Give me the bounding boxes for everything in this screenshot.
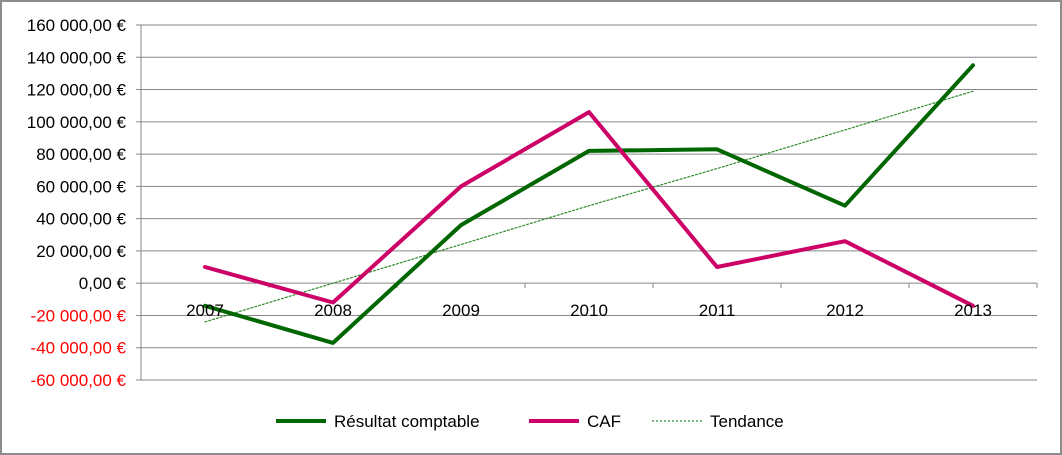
y-tick-label: 160 000,00 € (27, 16, 127, 35)
y-tick-label: 120 000,00 € (27, 81, 127, 100)
series-line-tendance (204, 90, 974, 323)
legend-item: Tendance (652, 412, 784, 431)
legend-item: Résultat comptable (276, 412, 480, 431)
y-tick-label: 0,00 € (79, 274, 127, 293)
y-tick-label: 80 000,00 € (36, 145, 126, 164)
legend-item: CAF (529, 412, 621, 431)
series-line-resultat-comptable (203, 63, 975, 345)
x-tick-label: 2009 (442, 301, 480, 320)
y-tick-label: -40 000,00 € (31, 339, 127, 358)
legend-label: Résultat comptable (334, 412, 480, 431)
x-tick-label: 2008 (314, 301, 352, 320)
x-tick-label: 2007 (186, 301, 224, 320)
x-tick-label: 2011 (699, 301, 736, 320)
y-tick-label: 20 000,00 € (36, 242, 126, 261)
y-tick-label: 60 000,00 € (36, 177, 126, 196)
y-tick-label: 100 000,00 € (27, 113, 127, 132)
y-tick-label: -60 000,00 € (31, 371, 127, 390)
series-line-caf (203, 110, 975, 308)
x-tick-label: 2012 (826, 301, 864, 320)
legend-label: Tendance (710, 412, 784, 431)
y-tick-label: 140 000,00 € (27, 48, 127, 67)
x-tick-label: 2013 (954, 301, 992, 320)
x-tick-label: 2010 (570, 301, 608, 320)
y-tick-label: 40 000,00 € (36, 210, 126, 229)
y-tick-label: -20 000,00 € (31, 306, 127, 325)
legend-label: CAF (587, 412, 621, 431)
